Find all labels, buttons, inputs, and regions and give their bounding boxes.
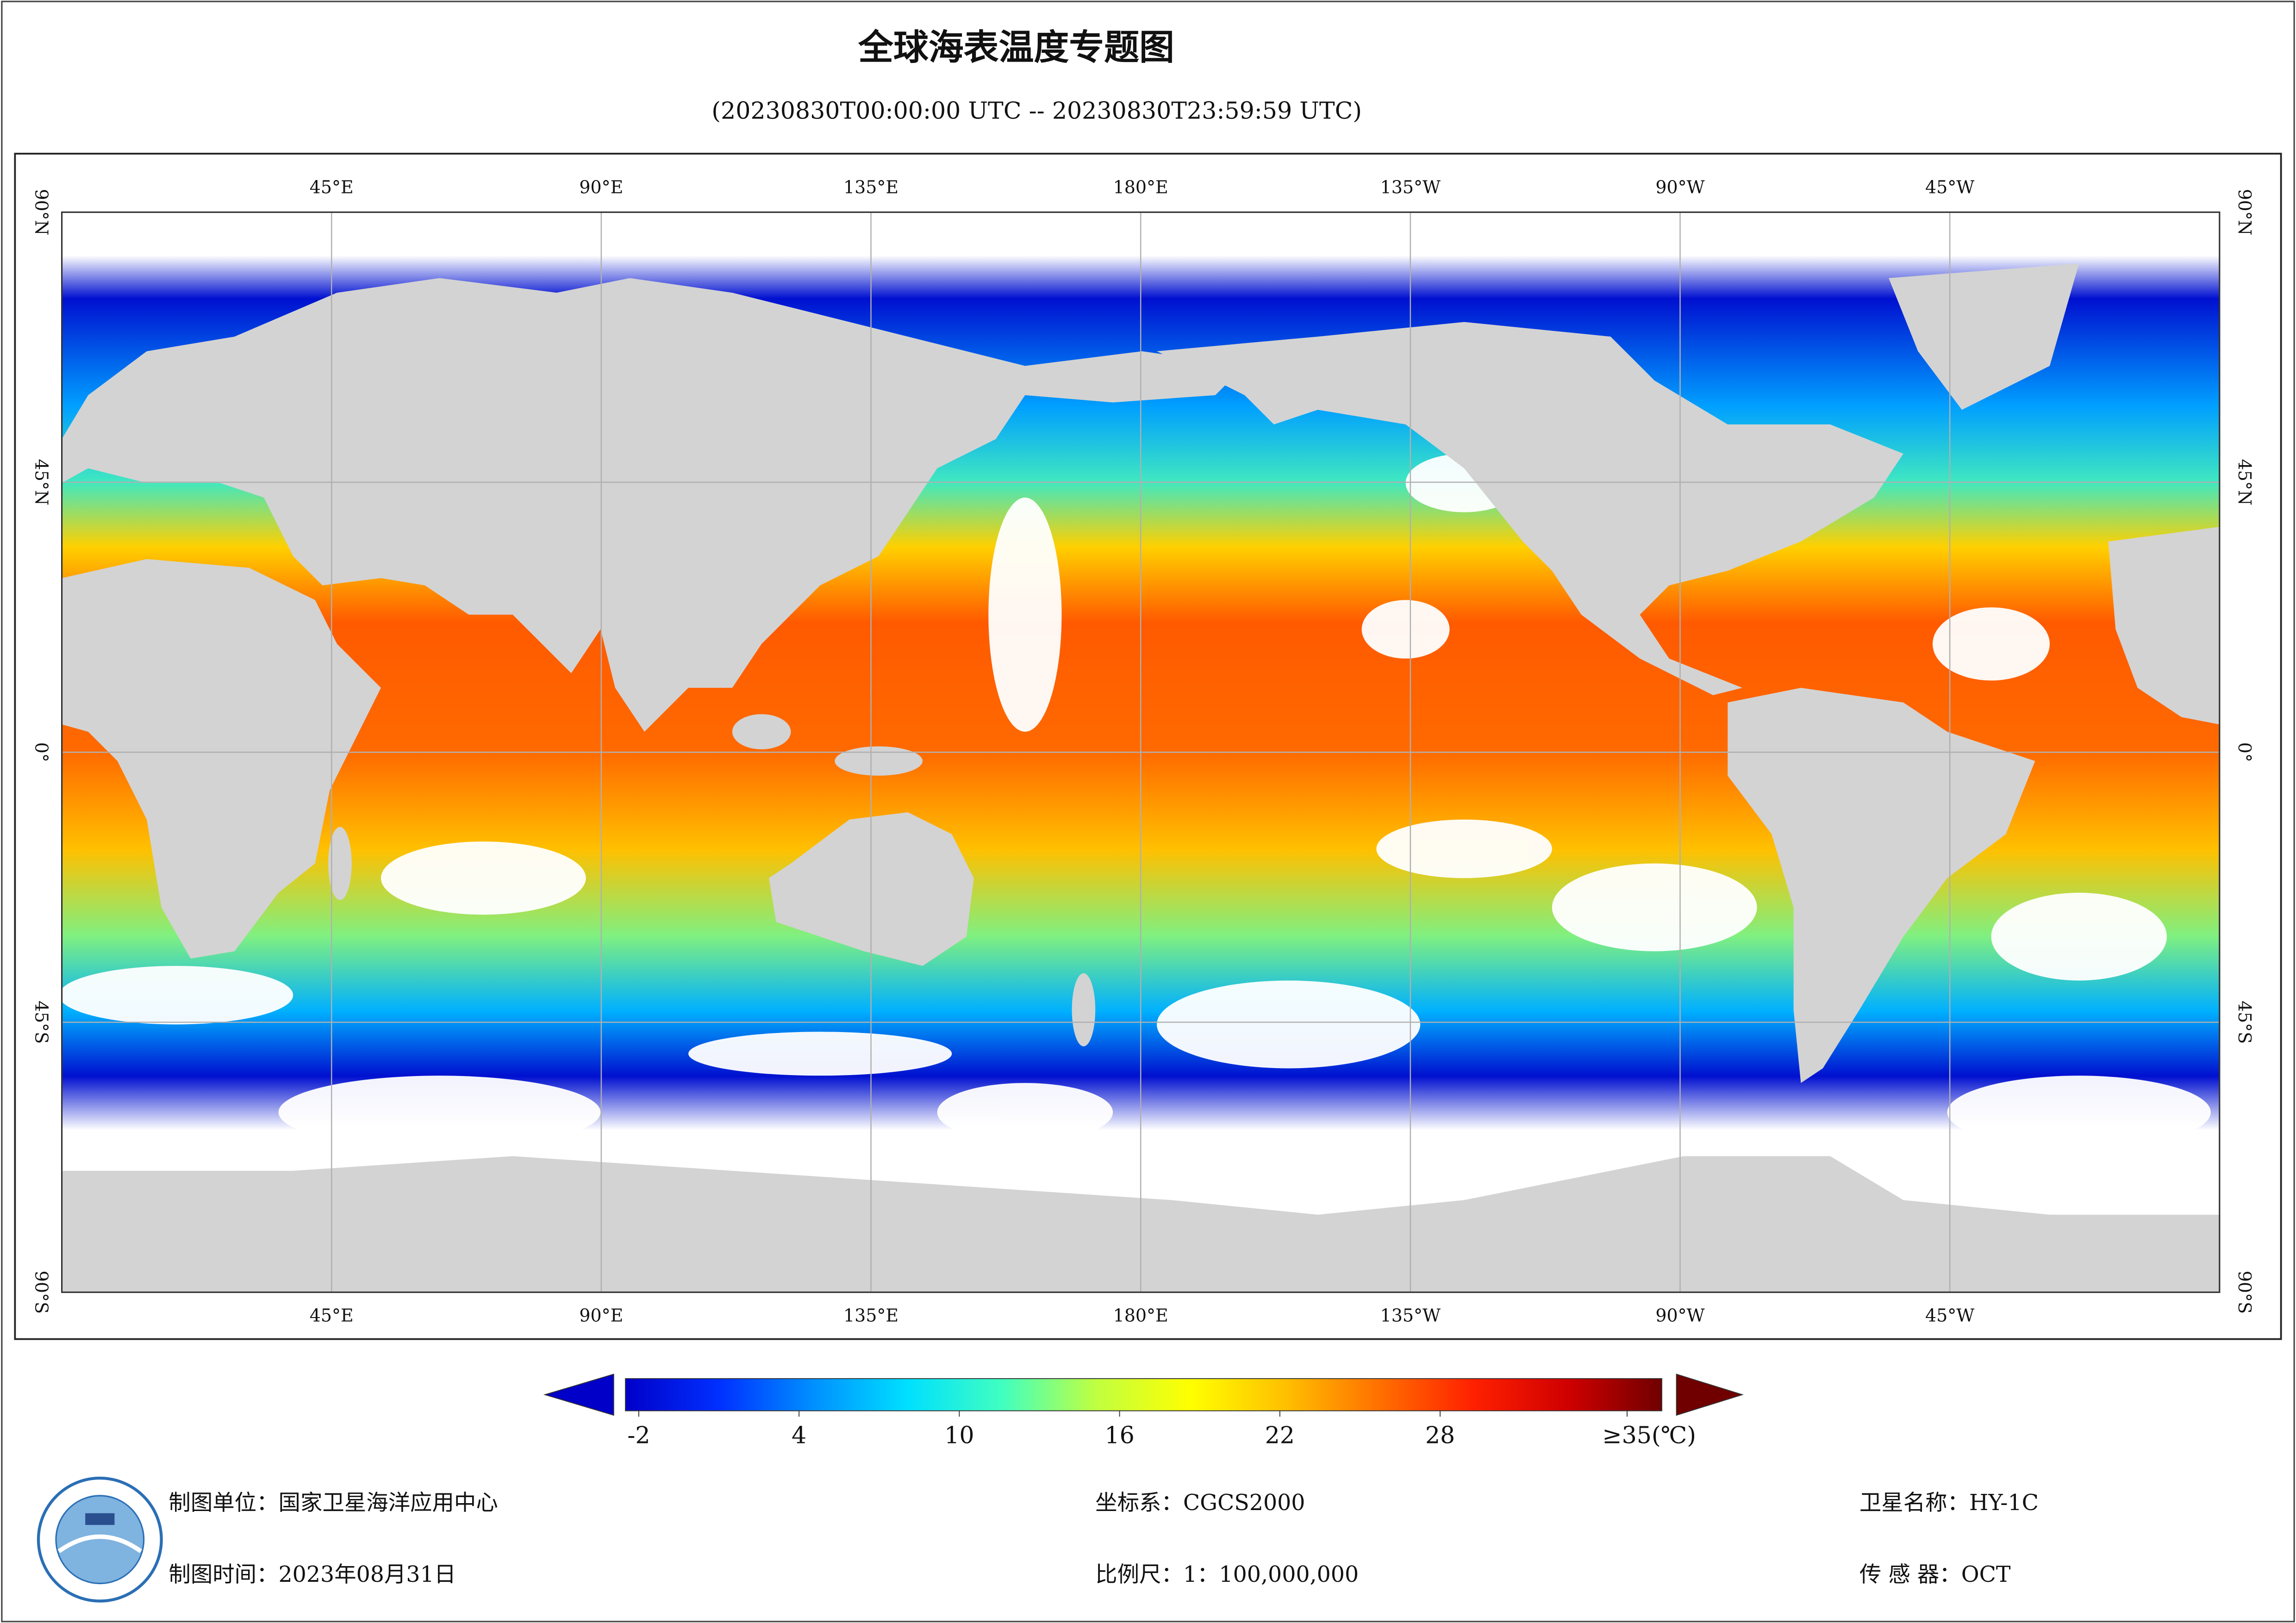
map-date: 制图时间：2023年08月31日	[168, 1562, 456, 1587]
lat-label-right: 90°N	[2234, 189, 2255, 235]
satellite-name: 卫星名称：HY-1C	[1859, 1490, 2039, 1516]
lon-label-bottom: 45°E	[310, 1306, 354, 1326]
lat-label-right: 45°N	[2234, 459, 2255, 505]
lon-label-top: 135°W	[1380, 177, 1441, 197]
colorbar-ramp	[625, 1378, 1662, 1412]
clouds	[59, 454, 2211, 1149]
logo	[37, 1476, 163, 1603]
colorbar: -2 4 10 16 22 28 ≥35(℃)	[543, 1374, 1744, 1449]
lat-label-right: 90°S	[2234, 1271, 2255, 1314]
lon-label-bottom: 135°E	[843, 1306, 898, 1326]
colorbar-tick-label: 16	[1104, 1421, 1134, 1449]
colorbar-arrow-high	[1676, 1374, 1744, 1416]
lon-label-bottom: 90°W	[1655, 1306, 1704, 1326]
colorbar-tick-label: 10	[944, 1421, 974, 1449]
map-frame	[14, 153, 2282, 1340]
map-body: 45°E 45°E 90°E 90°E 135°E 135°E 180°E 180°E 135°…	[31, 177, 2255, 1325]
map-title: 全球海表温度专题图	[858, 27, 1174, 68]
map-subtitle: (20230830T00:00:00 UTC -- 20230830T23:59…	[711, 97, 1362, 124]
graticule: 45°E 45°E 90°E 90°E 135°E 135°E 180°E 180°E 135°…	[31, 177, 2255, 1325]
map-border	[61, 211, 2221, 1293]
lon-label-top: 135°E	[843, 177, 898, 197]
lon-label-top: 90°W	[1655, 177, 1704, 197]
lon-label-top: 45°W	[1925, 177, 1974, 197]
coordinate-system: 坐标系：CGCS2000	[1095, 1490, 1305, 1516]
lat-label-left: 45°N	[31, 459, 52, 505]
map-agency: 制图单位：国家卫星海洋应用中心	[168, 1490, 498, 1516]
lat-label-left: 90°N	[31, 189, 52, 235]
map-scale: 比例尺：1：100,000,000	[1095, 1562, 1359, 1587]
sensor-name: 传 感 器：OCT	[1859, 1562, 2011, 1587]
lon-label-bottom: 135°W	[1380, 1306, 1441, 1326]
lon-label-bottom: 90°E	[579, 1306, 623, 1326]
lon-label-top: 45°E	[310, 177, 354, 197]
lat-label-left: 90°S	[31, 1271, 52, 1314]
colorbar-tick-label: -2	[627, 1421, 650, 1449]
colorbar-tick-label: 4	[792, 1421, 806, 1449]
lon-label-top: 180°E	[1113, 177, 1168, 197]
colorbar-tick-label: ≥35(℃)	[1602, 1421, 1696, 1449]
colorbar-arrow-low	[543, 1374, 614, 1416]
lon-label-bottom: 45°W	[1925, 1306, 1974, 1326]
colorbar-tick-label: 28	[1425, 1421, 1455, 1449]
lon-label-top: 90°E	[579, 177, 623, 197]
colorbar-tick-label: 22	[1265, 1421, 1295, 1449]
lat-label-right: 0°	[2234, 742, 2255, 762]
lat-label-left: 0°	[31, 742, 52, 762]
lat-label-left: 45°S	[31, 1001, 52, 1044]
lon-label-bottom: 180°E	[1113, 1306, 1168, 1326]
lat-label-right: 45°S	[2234, 1001, 2255, 1044]
